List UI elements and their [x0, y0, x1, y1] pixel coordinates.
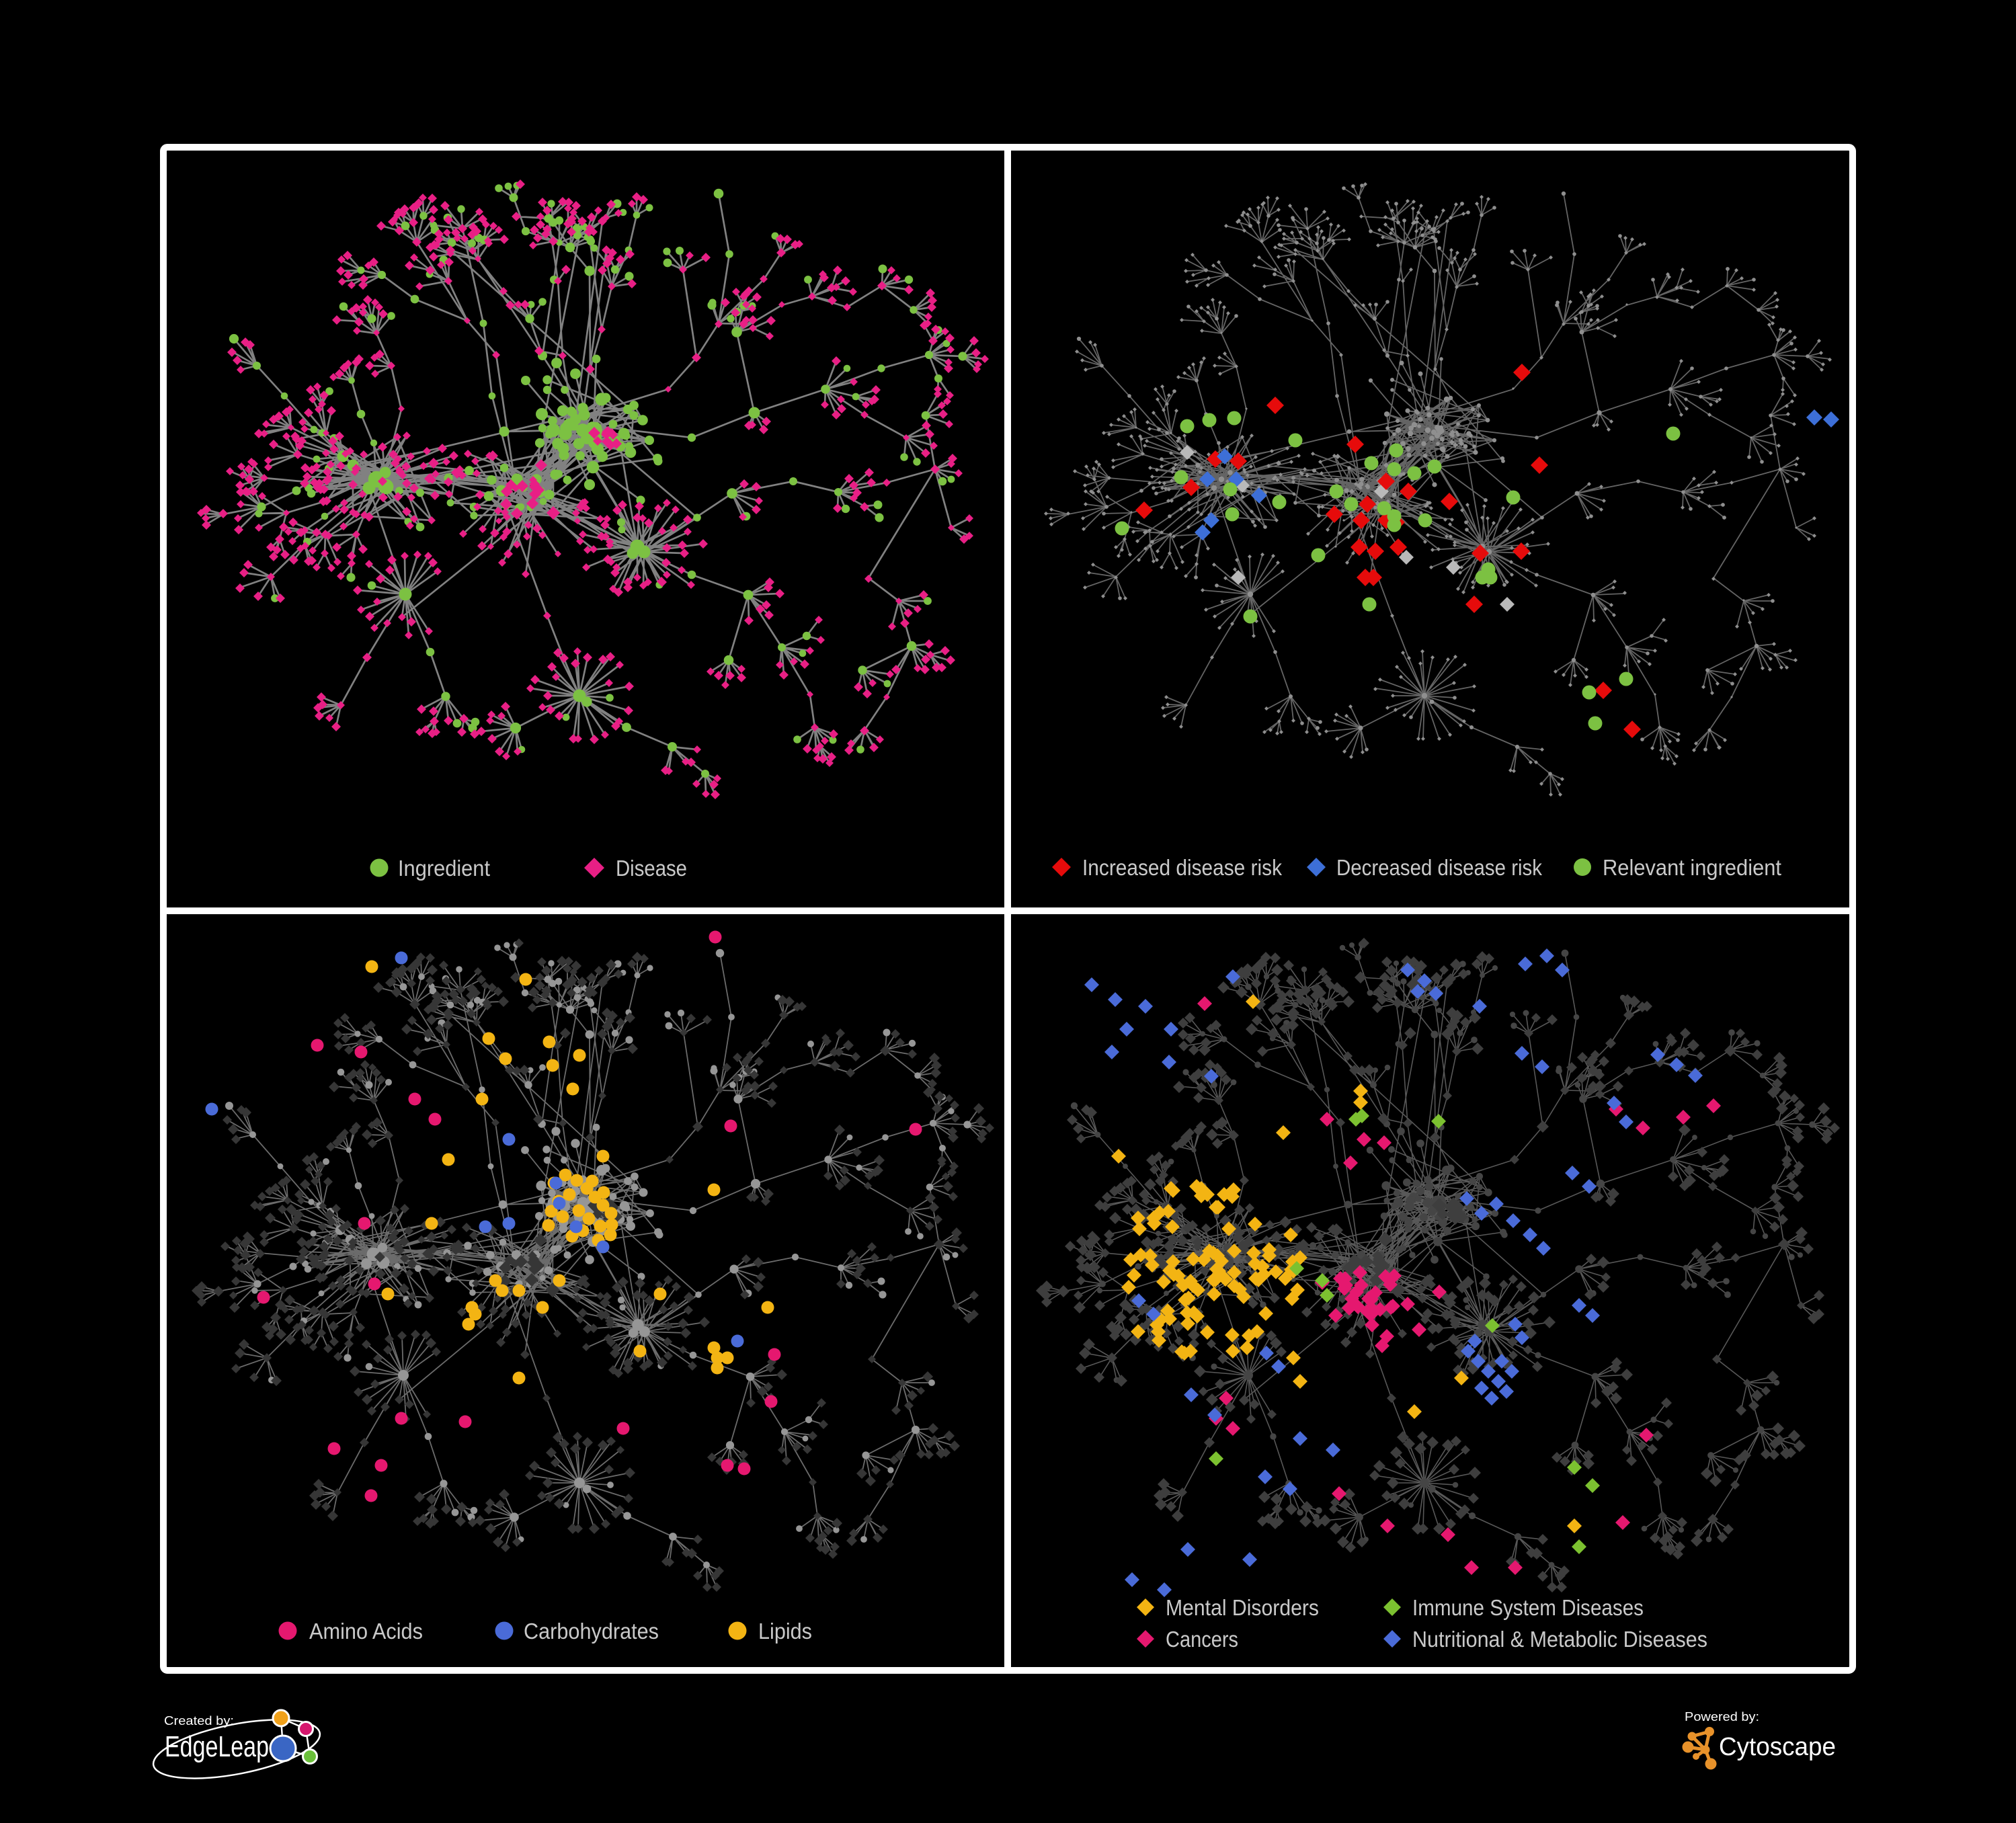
svg-text:Carbohydrates: Carbohydrates — [524, 1619, 659, 1644]
svg-text:Powered by:: Powered by: — [1685, 1710, 1759, 1724]
svg-text:Relevant ingredient: Relevant ingredient — [1603, 855, 1781, 880]
svg-text:Disease: Disease — [616, 856, 687, 881]
svg-text:Mental Disorders: Mental Disorders — [1166, 1595, 1319, 1620]
svg-text:Amino Acids: Amino Acids — [309, 1619, 423, 1644]
svg-text:Lipids: Lipids — [758, 1619, 812, 1644]
svg-text:Nutritional & Metabolic Diseas: Nutritional & Metabolic Diseases — [1412, 1627, 1707, 1652]
svg-text:Immune System Diseases: Immune System Diseases — [1412, 1595, 1644, 1620]
svg-text:Cytoscape: Cytoscape — [1719, 1733, 1836, 1761]
svg-text:Cancers: Cancers — [1166, 1627, 1238, 1652]
svg-text:Created by:: Created by: — [164, 1714, 234, 1728]
svg-text:Decreased disease risk: Decreased disease risk — [1336, 855, 1542, 880]
svg-text:Ingredient: Ingredient — [398, 856, 490, 881]
svg-text:Increased disease risk: Increased disease risk — [1082, 855, 1282, 880]
svg-text:EdgeLeap: EdgeLeap — [165, 1730, 269, 1763]
